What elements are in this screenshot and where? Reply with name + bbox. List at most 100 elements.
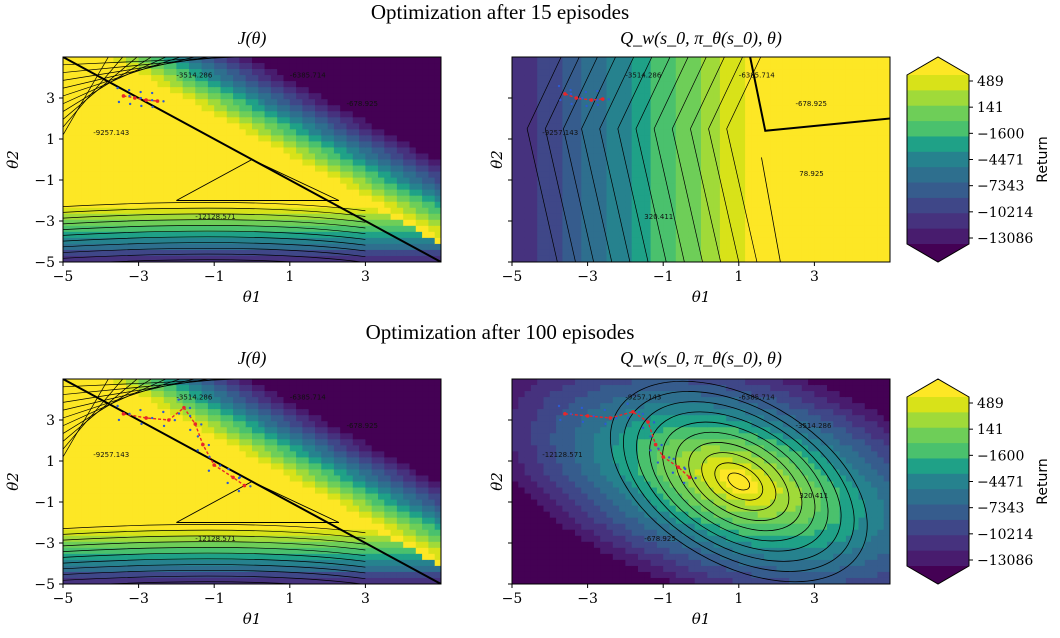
optimizer-point (676, 465, 681, 469)
sample-point (592, 414, 595, 418)
colorbar-segment (907, 535, 969, 552)
optimizer-path (564, 93, 603, 101)
sample-point (218, 464, 222, 467)
sample-point (177, 412, 181, 415)
y-tick-label: 1 (46, 132, 55, 148)
x-axis-label: θ1 (243, 288, 262, 306)
colorbar-segment (907, 182, 969, 199)
colorbar-tick-label: 489 (977, 396, 1004, 412)
optimizer-point (242, 483, 247, 488)
x-tick-label: 3 (810, 591, 819, 607)
sample-point (128, 102, 132, 106)
sample-point (581, 420, 585, 424)
sample-point (173, 418, 177, 422)
optimizer-point (653, 442, 658, 447)
optimizer-point (201, 442, 205, 447)
colorbar-segment (907, 228, 969, 245)
x-tick-label: 1 (734, 591, 743, 607)
x-tick-label: 1 (734, 269, 743, 285)
sample-point (249, 485, 252, 488)
optimizer-point (608, 416, 613, 420)
colorbar-tick-label: −7343 (977, 501, 1024, 517)
sample-point (569, 412, 573, 416)
optimizer-point (155, 99, 160, 103)
sample-point (682, 481, 686, 485)
colorbar-segment (907, 489, 969, 506)
sample-point (652, 421, 656, 424)
panel-title-j-top: J(θ) (237, 28, 267, 48)
sample-point (139, 96, 143, 100)
colorbar-segment (907, 121, 969, 137)
sample-point (569, 92, 573, 96)
panel-title-j-bottom: J(θ) (237, 348, 267, 368)
sample-point (559, 98, 562, 102)
y-tick-label: 1 (46, 454, 55, 470)
colorbar-segment (907, 397, 969, 413)
colorbar-2: 489 141 −1600 −4471 −7343 −10214 −13086 Return (906, 378, 1051, 585)
contour-label: -6385.714 (290, 72, 326, 80)
sample-point (660, 443, 663, 447)
contour-label: -12128.571 (195, 213, 235, 221)
x-tick-label: −3 (128, 591, 149, 607)
sample-point (657, 447, 660, 450)
sample-point (596, 103, 599, 107)
colorbar-segment (907, 90, 969, 107)
colorbar-outline (906, 378, 970, 585)
sample-point (656, 461, 660, 464)
sample-point (140, 104, 143, 108)
sample-point (117, 100, 121, 104)
y-tick-label: −3 (34, 214, 55, 230)
x-axis-label: θ1 (243, 610, 262, 628)
sample-point (196, 449, 199, 452)
contour-panel-2: -9257.143 -3514.286 -6385.714 -678.925 320.4… (488, 56, 891, 306)
colorbar-segment (907, 136, 969, 153)
colorbar-label: Return (1035, 458, 1051, 504)
sample-point (684, 467, 687, 471)
colorbar-segment (907, 213, 969, 230)
y-tick-label: −1 (34, 495, 55, 511)
y-axis-label: θ2 (488, 472, 506, 491)
contour-label: -3514.286 (796, 422, 832, 430)
colorbar-segment (907, 443, 969, 459)
optimizer-point (121, 412, 126, 416)
colorbar-segment (907, 473, 969, 490)
colorbar-segment (907, 412, 969, 429)
sample-point (127, 88, 131, 92)
contour-label: -12128.571 (542, 451, 582, 459)
colorbar-tick-label: −4471 (977, 475, 1024, 491)
panel-title-q-bottom: Q_w(s_0, π_θ(s_0), θ) (620, 348, 782, 368)
optimizer-point (182, 405, 186, 410)
sample-point (238, 476, 242, 479)
x-tick-label: −3 (128, 269, 149, 285)
sample-point (557, 404, 561, 408)
sample-point (604, 422, 607, 426)
x-tick-label: −5 (53, 591, 74, 607)
contour-label: -6385.714 (290, 394, 326, 402)
colorbar-segment (907, 550, 969, 567)
contour-label: -9257.143 (542, 129, 578, 137)
contour-label: -3514.286 (625, 72, 661, 80)
colorbar-extend-bottom (907, 244, 969, 262)
optimizer-point (631, 410, 635, 414)
sample-point (227, 467, 230, 471)
optimizer-point (574, 96, 579, 100)
sample-point (162, 100, 165, 103)
row-title-top: Optimization after 15 episodes (370, 0, 630, 24)
contour-label: -678.925 (796, 100, 827, 108)
contour-label: -678.925 (347, 422, 378, 430)
sample-point (150, 416, 154, 420)
colorbar-label: Return (1035, 136, 1051, 182)
sample-point (607, 98, 610, 101)
optimizer-point (231, 475, 235, 480)
sample-point (694, 476, 697, 480)
sample-point (585, 104, 588, 108)
colorbar-tick-label: −13086 (977, 231, 1033, 247)
colorbar-tick-label: 141 (977, 422, 1004, 438)
contour-label: -9257.143 (625, 394, 661, 402)
x-axis-label: θ1 (692, 610, 711, 628)
contour-panel-4: -12128.571 -9257.143 -6385.714 -3514.286 -67… (488, 378, 891, 628)
colorbar-segment (907, 427, 969, 444)
sample-point (596, 99, 599, 102)
y-tick-label: 3 (46, 413, 55, 429)
contour-label: -6385.714 (739, 72, 775, 80)
